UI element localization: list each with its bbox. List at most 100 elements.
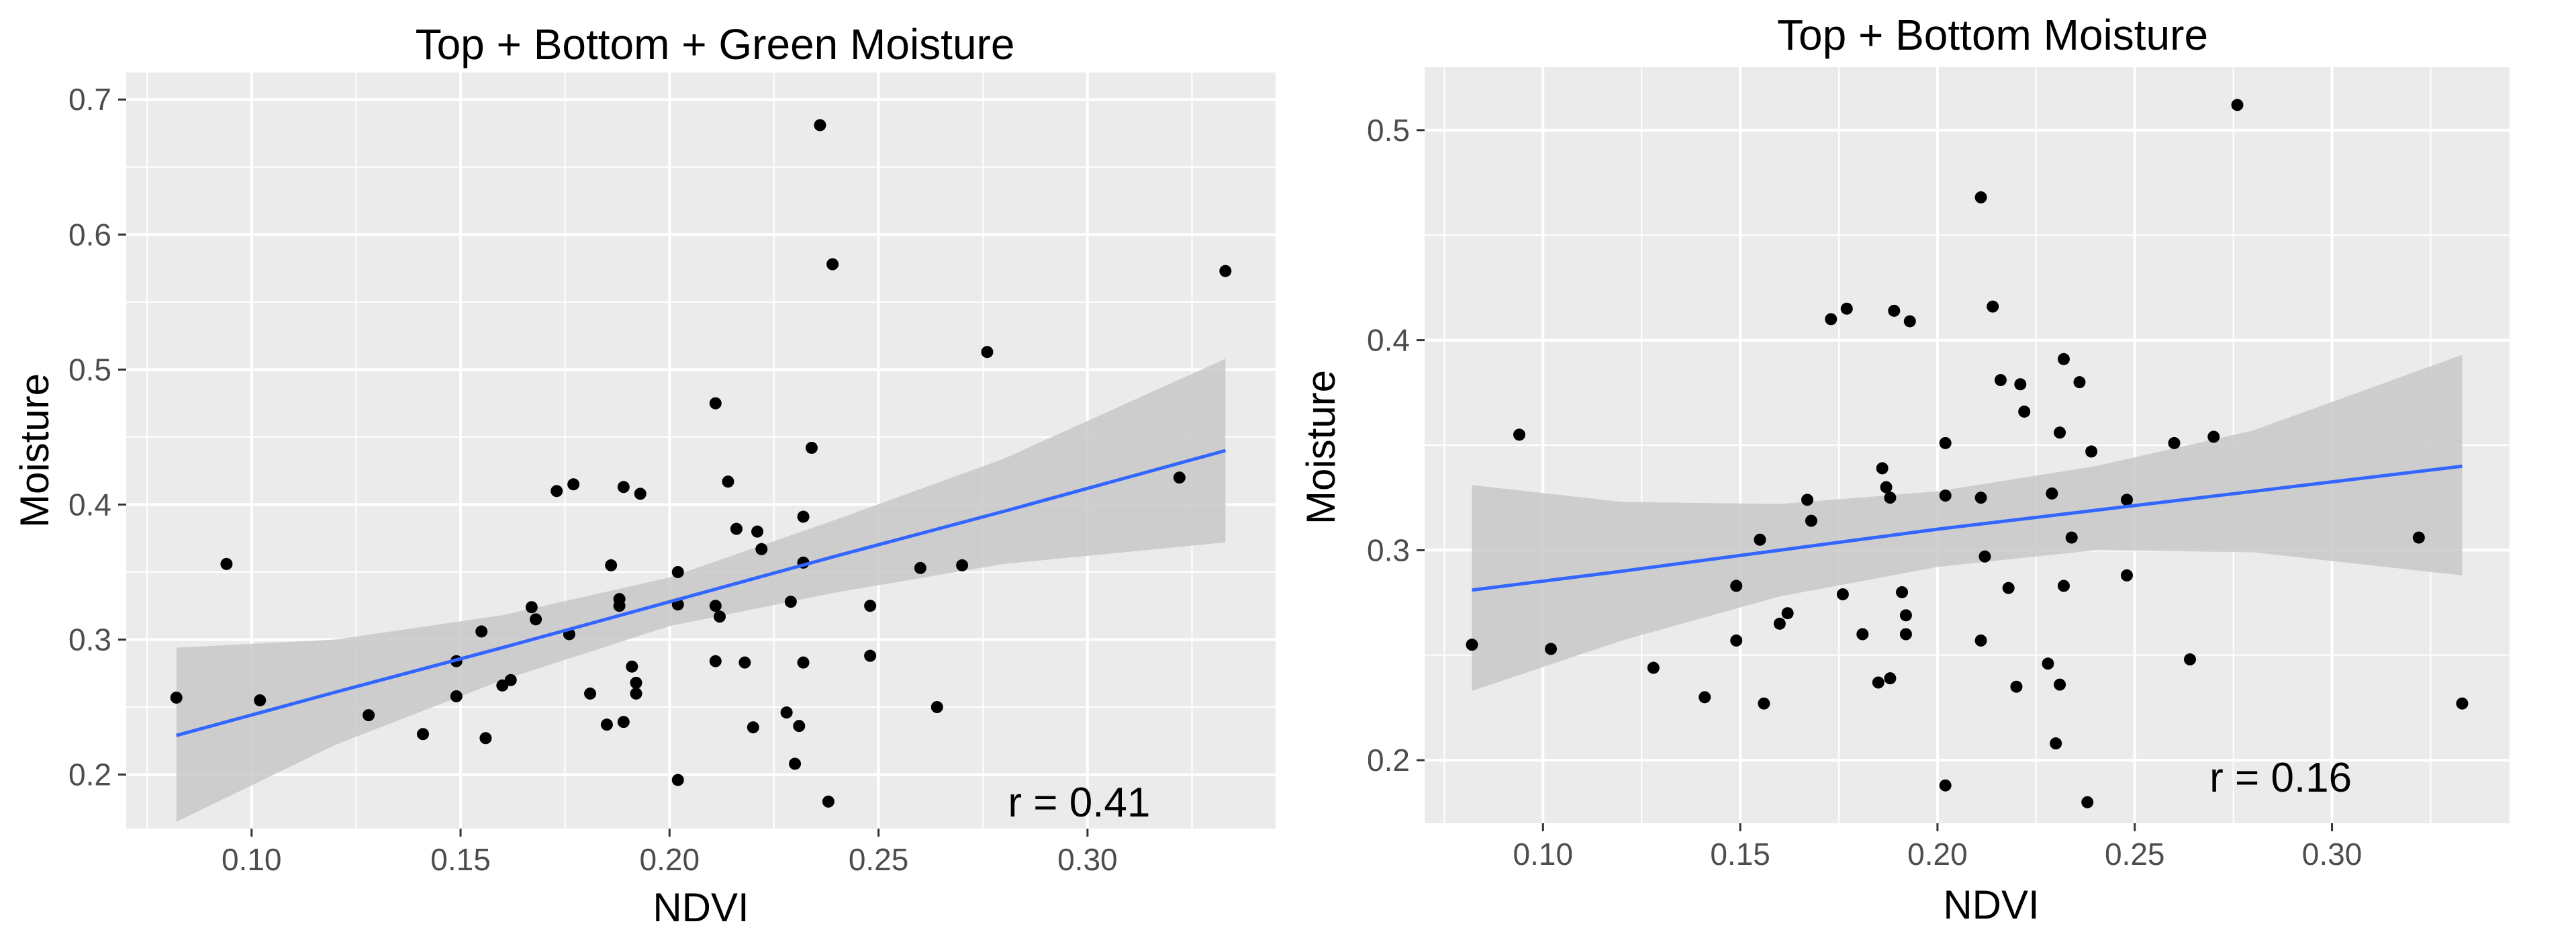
data-point <box>1899 609 1912 622</box>
data-point <box>2057 353 2070 365</box>
data-point <box>671 565 684 578</box>
y-tick-label: 0.4 <box>1367 323 1410 358</box>
data-point <box>709 397 722 410</box>
data-point <box>738 656 751 669</box>
data-point <box>1974 492 1987 504</box>
data-point <box>2184 653 2197 666</box>
data-point <box>722 475 734 488</box>
data-point <box>1899 628 1912 641</box>
confidence-band <box>1472 355 2463 691</box>
data-point <box>617 481 630 494</box>
x-tick-label: 0.20 <box>640 842 700 877</box>
data-point <box>709 655 722 667</box>
data-point <box>1730 579 1743 592</box>
data-point <box>605 559 618 571</box>
y-tick-label: 0.5 <box>68 352 111 387</box>
y-tick-label: 0.2 <box>1367 743 1410 778</box>
data-point <box>755 543 768 555</box>
data-point <box>567 478 580 491</box>
x-tick-label: 0.30 <box>2302 837 2363 872</box>
data-point <box>2054 678 2066 691</box>
data-point <box>822 795 834 808</box>
data-point <box>613 600 626 612</box>
y-axis-ticks: 0.2 0.3 0.4 0.5 <box>1367 113 1425 778</box>
x-axis-ticks: 0.10 0.15 0.20 0.25 0.30 <box>222 829 1118 877</box>
data-point <box>1974 191 1987 203</box>
data-point <box>1939 436 1952 449</box>
data-point <box>254 694 267 706</box>
data-point <box>956 559 969 571</box>
data-point <box>1647 661 1660 674</box>
data-point <box>1880 481 1893 494</box>
x-tick-label: 0.10 <box>1513 837 1574 872</box>
data-point <box>1836 588 1849 601</box>
data-point <box>630 676 642 689</box>
data-point <box>2081 796 2094 808</box>
data-point <box>1730 634 1743 647</box>
data-point <box>1801 494 1814 506</box>
data-point <box>1884 672 1897 685</box>
data-point <box>1939 490 1952 502</box>
data-point <box>981 346 994 359</box>
x-axis-title: NDVI <box>1943 882 2039 927</box>
x-axis-ticks: 0.10 0.15 0.20 0.25 0.30 <box>1513 823 2363 872</box>
data-point <box>626 660 638 673</box>
data-point <box>2073 376 2086 389</box>
data-point <box>1872 676 1885 689</box>
data-point <box>797 510 810 523</box>
data-point <box>814 119 826 132</box>
data-point <box>2207 430 2220 443</box>
confidence-band <box>176 359 1226 822</box>
data-point <box>2120 494 2133 506</box>
data-point <box>1939 779 1952 792</box>
data-point <box>417 728 430 741</box>
data-point <box>600 718 613 731</box>
chart-left: Top + Bottom + Green Moisture 0.10 0.15 0.… <box>12 20 1276 930</box>
data-point <box>826 258 839 271</box>
data-point <box>1974 634 1987 647</box>
data-point <box>1805 514 1817 527</box>
chart-right: Top + Bottom Moisture 0.10 0.15 0.20 0.25 0.… <box>1298 11 2510 927</box>
y-axis-title: Moisture <box>12 373 57 528</box>
y-axis-title: Moisture <box>1298 370 1343 524</box>
data-point <box>1876 462 1889 475</box>
data-point <box>709 600 722 612</box>
data-point <box>2002 581 2015 594</box>
data-point <box>479 732 492 745</box>
data-point <box>1856 628 1869 641</box>
data-point <box>2050 737 2062 750</box>
data-point <box>780 706 793 719</box>
data-point <box>789 757 802 770</box>
data-point <box>1825 313 1838 326</box>
correlation-annotation: r = 0.41 <box>1008 780 1150 826</box>
x-tick-label: 0.10 <box>222 842 282 877</box>
y-tick-label: 0.4 <box>68 487 111 522</box>
data-point <box>363 709 375 722</box>
y-tick-label: 0.5 <box>1367 113 1410 148</box>
data-point <box>2057 579 2070 592</box>
x-axis-title: NDVI <box>653 885 749 930</box>
data-point <box>530 613 542 626</box>
data-point <box>2054 426 2066 439</box>
data-point <box>1781 607 1794 620</box>
chart-title: Top + Bottom + Green Moisture <box>416 20 1015 68</box>
data-point <box>1888 304 1901 317</box>
y-tick-label: 0.3 <box>68 622 111 657</box>
data-point <box>730 522 743 535</box>
data-point <box>617 716 630 729</box>
data-point <box>630 687 642 700</box>
data-point <box>714 610 726 623</box>
data-point <box>475 625 488 638</box>
data-point <box>584 687 597 700</box>
data-point <box>2231 99 2244 111</box>
data-point <box>2046 487 2058 500</box>
data-point <box>805 441 818 454</box>
data-point <box>1884 492 1897 504</box>
x-tick-label: 0.20 <box>1907 837 1968 872</box>
data-point <box>784 596 797 608</box>
data-point <box>2456 697 2469 710</box>
data-point <box>634 487 647 500</box>
data-point <box>747 721 759 734</box>
y-tick-label: 0.2 <box>68 757 111 792</box>
